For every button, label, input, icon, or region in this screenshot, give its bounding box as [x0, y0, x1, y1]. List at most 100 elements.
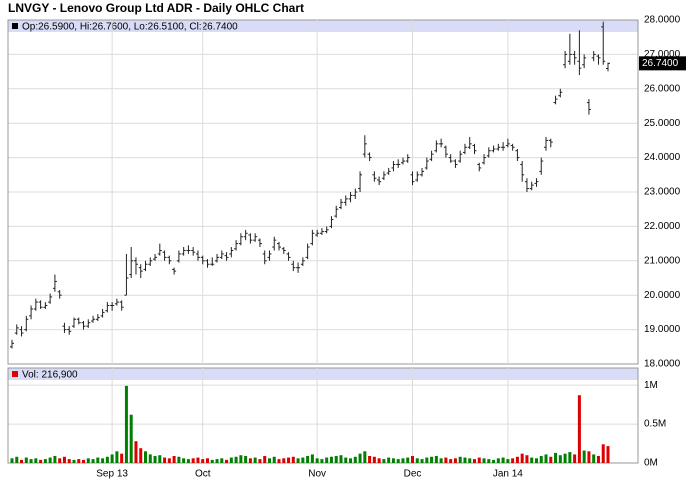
volume-bar	[120, 453, 124, 463]
volume-bar	[234, 456, 238, 463]
volume-bar	[39, 459, 43, 463]
legend-band	[8, 20, 638, 32]
last-price-label: 26.7400	[642, 58, 679, 69]
volume-bar	[349, 458, 353, 463]
volume-bar	[396, 459, 400, 463]
volume-bar	[148, 454, 152, 463]
volume-bar	[20, 459, 24, 463]
volume-bar	[277, 459, 281, 463]
volume-bar	[24, 457, 28, 463]
volume-bar	[577, 395, 581, 463]
legend-swatch	[12, 371, 18, 377]
volume-bar	[492, 459, 496, 463]
volume-bar	[325, 457, 329, 463]
volume-bar	[77, 459, 81, 463]
volume-bar	[163, 457, 167, 463]
volume-bar	[58, 458, 62, 463]
y-tick-label: 22.0000	[644, 221, 681, 232]
volume-bar	[253, 457, 257, 463]
volume-bar	[320, 459, 324, 463]
volume-bar	[358, 453, 362, 463]
volume-bar	[10, 458, 14, 463]
volume-bar	[220, 458, 224, 463]
volume-bar	[339, 455, 343, 463]
volume-bar	[558, 455, 562, 463]
volume-bar	[287, 457, 291, 463]
volume-bar	[105, 456, 109, 463]
volume-bar	[144, 451, 148, 463]
volume-bar	[539, 455, 543, 463]
x-tick-label: Nov	[308, 469, 326, 480]
y-tick-label: 1M	[644, 380, 658, 391]
volume-bar	[239, 455, 243, 463]
volume-bar	[520, 453, 524, 463]
volume-bar	[544, 454, 548, 463]
volume-bar	[258, 459, 262, 463]
volume-bar	[511, 458, 515, 463]
volume-bar	[205, 458, 209, 463]
legend-band	[8, 368, 638, 380]
volume-bar	[263, 455, 267, 463]
volume-bar	[525, 455, 529, 463]
volume-bar	[515, 456, 519, 463]
volume-bar	[229, 457, 233, 463]
chart-title: LNVGY - Lenovo Group Ltd ADR - Daily OHL…	[8, 1, 304, 15]
y-tick-label: 0M	[644, 458, 658, 469]
volume-bar	[334, 455, 338, 463]
volume-bar	[530, 457, 534, 463]
volume-bar	[306, 455, 310, 463]
volume-bar	[453, 458, 457, 463]
y-tick-label: 0.5M	[644, 419, 666, 430]
volume-bar	[549, 456, 553, 463]
volume-bar	[72, 459, 76, 463]
y-tick-label: 21.0000	[644, 255, 681, 266]
volume-bar	[196, 457, 200, 463]
volume-bar	[291, 456, 295, 463]
volume-bar	[353, 456, 357, 463]
y-tick-label: 18.0000	[644, 359, 681, 370]
volume-bar	[477, 457, 481, 463]
volume-bar	[434, 455, 438, 463]
y-tick-label: 28.0000	[644, 15, 681, 26]
volume-bar	[282, 458, 286, 463]
volume-bar	[96, 457, 100, 463]
volume-bar	[191, 458, 195, 463]
volume-bar	[587, 451, 591, 463]
volume-bar	[62, 456, 66, 463]
volume-bar	[167, 458, 171, 463]
volume-bar	[501, 457, 505, 463]
volume-bar	[506, 459, 510, 463]
volume-bar	[596, 455, 600, 463]
volume-bar	[554, 452, 558, 463]
volume-bar	[272, 456, 276, 463]
volume-bar	[372, 456, 376, 463]
volume-bar	[606, 446, 610, 463]
volume-bar	[391, 458, 395, 463]
legend-text: Op:26.5900, Hi:26.7600, Lo:26.5100, Cl:2…	[22, 22, 238, 33]
volume-bar	[463, 457, 467, 463]
volume-bar	[248, 458, 252, 463]
volume-bar	[215, 459, 219, 463]
y-tick-label: 25.0000	[644, 118, 681, 129]
volume-bar	[296, 458, 300, 463]
volume-bar	[468, 458, 472, 463]
volume-bar	[134, 441, 138, 463]
volume-bar	[430, 456, 434, 463]
volume-bar	[110, 454, 114, 463]
y-tick-label: 24.0000	[644, 152, 681, 163]
volume-bar	[368, 455, 372, 463]
volume-bar	[420, 459, 424, 463]
volume-bar	[101, 458, 105, 463]
y-tick-label: 23.0000	[644, 187, 681, 198]
volume-bar	[29, 459, 33, 463]
plot-frame	[7, 367, 639, 464]
volume-bar	[363, 451, 367, 463]
volume-bar	[377, 458, 381, 463]
volume-bar	[53, 455, 57, 463]
y-tick-label: 26.0000	[644, 83, 681, 94]
volume-bar	[86, 458, 90, 463]
volume-bar	[129, 414, 133, 463]
legend-swatch	[12, 23, 18, 29]
volume-bar	[482, 458, 486, 463]
